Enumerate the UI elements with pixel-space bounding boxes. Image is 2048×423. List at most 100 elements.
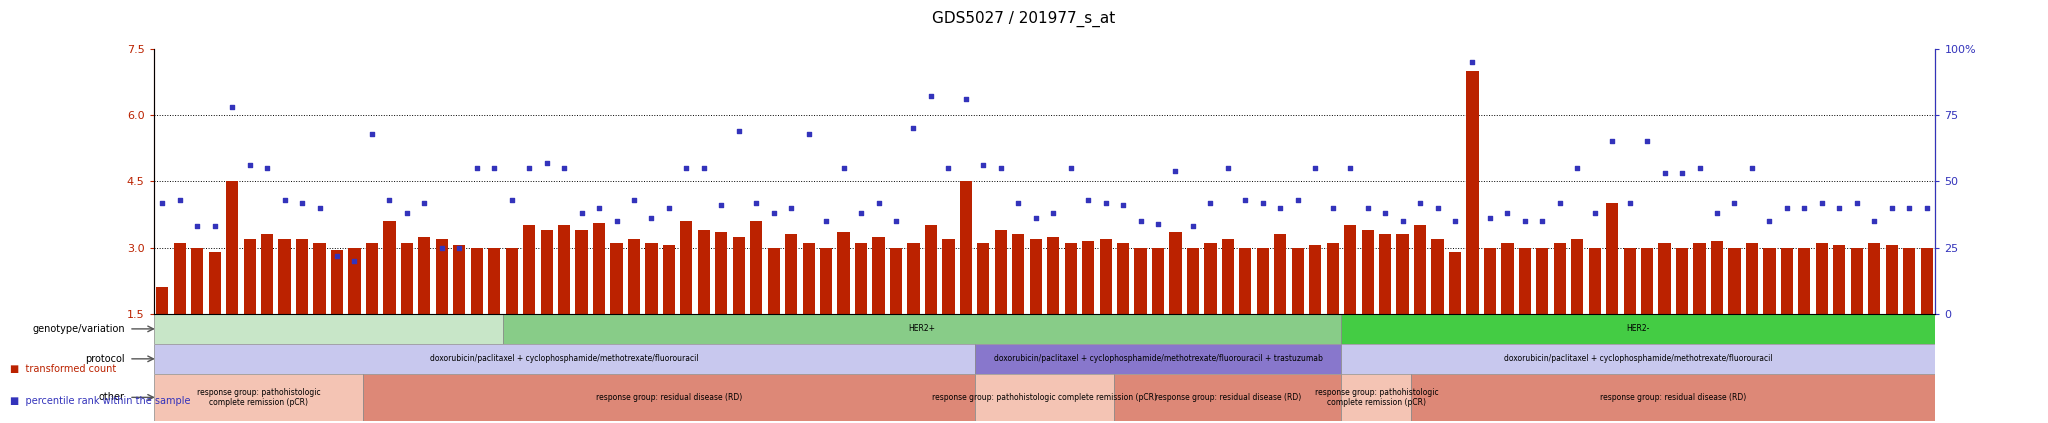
Point <box>1036 210 1069 217</box>
Point <box>1176 223 1208 230</box>
Point <box>1595 138 1628 145</box>
Point <box>1106 202 1139 209</box>
Point <box>1317 204 1350 211</box>
Bar <box>1047 236 1059 314</box>
Bar <box>1536 247 1548 314</box>
Point <box>670 165 702 171</box>
Bar <box>819 247 831 314</box>
Bar <box>471 247 483 314</box>
Bar <box>557 225 569 314</box>
Bar <box>1903 247 1915 314</box>
Point <box>688 165 721 171</box>
Point <box>496 196 528 203</box>
Text: HER2-: HER2- <box>1626 324 1651 333</box>
Bar <box>664 245 676 314</box>
Bar <box>1327 243 1339 314</box>
Bar <box>715 232 727 314</box>
Bar <box>1501 243 1513 314</box>
Bar <box>1782 247 1792 314</box>
Bar <box>1763 247 1776 314</box>
Bar <box>1659 243 1671 314</box>
Point <box>338 258 371 264</box>
Point <box>932 165 965 171</box>
Text: HER2+: HER2+ <box>909 324 936 333</box>
Text: ■  transformed count: ■ transformed count <box>10 364 117 374</box>
Text: response group: pathohistologic complete remission (pCR): response group: pathohistologic complete… <box>932 393 1157 402</box>
Point <box>1001 199 1034 206</box>
Point <box>950 96 983 102</box>
Point <box>145 199 178 206</box>
Point <box>1194 199 1227 206</box>
Bar <box>891 247 901 314</box>
Point <box>723 127 756 134</box>
Bar <box>504 314 1341 344</box>
Bar <box>1223 239 1235 314</box>
Bar <box>1343 225 1356 314</box>
Bar <box>977 243 989 314</box>
Point <box>268 196 301 203</box>
Point <box>250 165 283 171</box>
Point <box>582 204 614 211</box>
Point <box>1700 210 1733 217</box>
Bar <box>1432 239 1444 314</box>
Bar <box>733 236 745 314</box>
Bar <box>1362 230 1374 314</box>
Bar <box>453 245 465 314</box>
Bar <box>1100 239 1112 314</box>
Text: response group: residual disease (RD): response group: residual disease (RD) <box>596 393 741 402</box>
Bar <box>995 230 1008 314</box>
Bar <box>1135 247 1147 314</box>
Point <box>809 218 842 225</box>
Point <box>477 165 510 171</box>
Text: response group: residual disease (RD): response group: residual disease (RD) <box>1155 393 1300 402</box>
Bar <box>594 223 604 314</box>
Bar <box>1413 225 1425 314</box>
Bar <box>1397 234 1409 314</box>
Bar <box>362 374 975 421</box>
Bar <box>1065 243 1077 314</box>
Bar <box>1886 245 1898 314</box>
Bar <box>1114 374 1341 421</box>
Point <box>1352 204 1384 211</box>
Bar <box>975 374 1114 421</box>
Point <box>356 130 389 137</box>
Bar <box>1745 243 1757 314</box>
Bar <box>244 239 256 314</box>
Point <box>1614 199 1647 206</box>
Point <box>1788 204 1821 211</box>
Point <box>1055 165 1087 171</box>
Point <box>758 210 791 217</box>
Bar <box>1012 234 1024 314</box>
Point <box>322 252 354 259</box>
Text: doxorubicin/paclitaxel + cyclophosphamide/methotrexate/fluorouracil + trastuzuma: doxorubicin/paclitaxel + cyclophosphamid… <box>993 354 1323 363</box>
Point <box>1090 199 1122 206</box>
Point <box>512 165 545 171</box>
Bar <box>1694 243 1706 314</box>
Point <box>1579 210 1612 217</box>
Bar <box>926 225 938 314</box>
Point <box>199 223 231 230</box>
Bar <box>975 344 1341 374</box>
Point <box>844 210 877 217</box>
Point <box>180 223 213 230</box>
Bar <box>1589 247 1602 314</box>
Text: GDS5027 / 201977_s_at: GDS5027 / 201977_s_at <box>932 11 1116 27</box>
Bar <box>680 221 692 314</box>
Bar <box>1274 234 1286 314</box>
Bar <box>942 239 954 314</box>
Bar <box>1798 247 1810 314</box>
Bar <box>1817 243 1829 314</box>
Text: response group: pathohistologic
complete remission (pCR): response group: pathohistologic complete… <box>1315 387 1438 407</box>
Bar <box>174 243 186 314</box>
Point <box>530 159 563 166</box>
Point <box>1020 215 1053 222</box>
Bar <box>1116 243 1128 314</box>
Bar <box>1341 314 1935 344</box>
Point <box>1403 199 1436 206</box>
Bar <box>803 243 815 314</box>
Point <box>1282 196 1315 203</box>
Point <box>1298 165 1331 171</box>
Point <box>391 210 424 217</box>
Text: protocol: protocol <box>86 354 125 364</box>
Point <box>1229 196 1262 203</box>
